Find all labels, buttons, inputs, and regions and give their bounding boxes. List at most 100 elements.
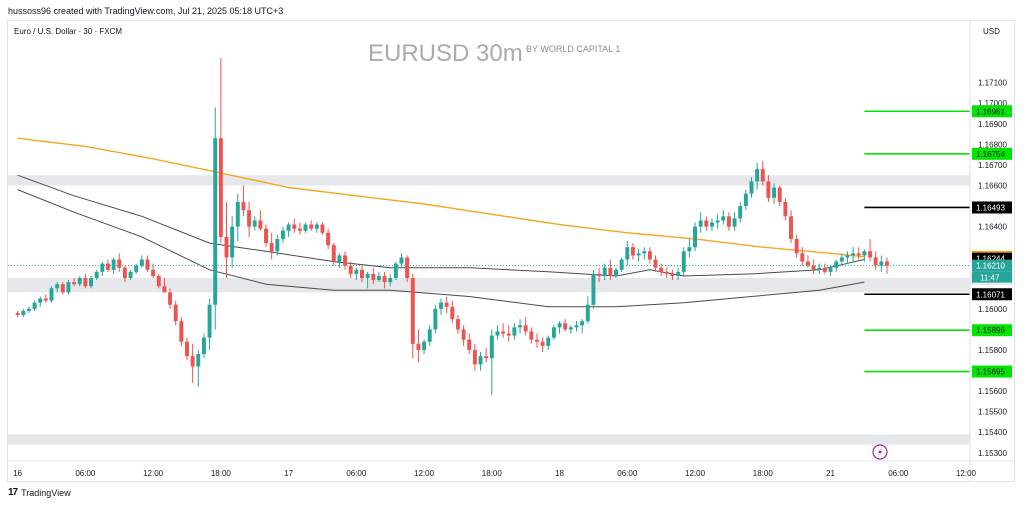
candle-body [337,255,342,262]
price-tick-label: 1.16600 [978,181,1007,190]
tradingview-brand: TradingView [21,487,71,498]
candle-body [484,356,489,359]
candle-body [647,251,652,260]
candle-body [501,331,506,334]
candle-body [247,210,252,227]
candle-body [433,308,438,330]
chart-panel[interactable]: EURUSD 30m BY WORLD CAPITAL 1 Euro / U.S… [7,20,1015,482]
candle-body [472,349,477,365]
candle-body [630,247,635,256]
candle-body [269,243,274,252]
candle-body [489,335,494,359]
candle-body [698,220,703,227]
candle-body [805,261,810,266]
currency-label: USD [983,27,1000,36]
candle-body [230,226,235,258]
candle-body [625,247,630,260]
candle-body [38,298,43,303]
price-tick-label: 1.16400 [978,223,1007,232]
tradingview-logo[interactable]: 17 TradingView [8,487,71,498]
candle-body [72,282,77,285]
candle-body [681,251,686,272]
candle-body [280,230,285,239]
time-tick-label: 06:00 [888,469,909,478]
candle-body [811,265,816,270]
level-badge-0-bg [972,105,1012,118]
candle-body [139,259,144,266]
candle-body [760,169,765,182]
level-badge-4-bg [972,324,1012,337]
candle-body [382,275,387,283]
candle-body [450,306,455,320]
candle-body [416,343,421,350]
level-badge-2-bg [972,201,1012,214]
candle-body [427,329,432,342]
candle-body [766,181,771,198]
candle-body [309,224,314,229]
price-tick-label: 1.16000 [978,305,1007,314]
candle-body [687,247,692,252]
candle-body [145,259,150,270]
candle-body [839,257,844,262]
price-tick-label: 1.15300 [978,449,1007,458]
band-upper-line [17,174,865,277]
candle-body [128,271,133,279]
time-tick-label: 16 [13,469,22,478]
candle-body [320,224,325,233]
candle-body [580,321,585,326]
candle-body [444,302,449,307]
candle-body [884,261,889,266]
candle-body [275,238,280,252]
candle-body [410,278,415,344]
zone-2 [8,434,970,445]
chart-canvas[interactable]: EURUSD 30m BY WORLD CAPITAL 1 Euro / U.S… [8,21,1014,481]
watermark-title: EURUSD 30m [368,40,523,67]
ema-orange-line [17,137,865,258]
time-tick-label: 12:00 [143,469,164,478]
candle-body [77,278,82,285]
horizontal-levels [864,110,970,373]
candle-body [297,228,302,231]
candle-body [218,138,223,237]
time-tick-label: 12:00 [956,469,977,478]
candle-body [506,333,511,336]
candle-body [388,278,393,283]
candle-body [15,312,20,316]
price-tick-label: 1.15500 [978,408,1007,417]
candle-body [151,269,156,276]
watermark: EURUSD 30m BY WORLD CAPITAL 1 [368,40,620,67]
time-tick-label: 18:00 [211,469,232,478]
candle-body [376,275,381,281]
candle-body [822,267,827,272]
countdown-bg [972,271,1012,283]
candle-body [614,269,618,276]
price-tick-label: 1.15800 [978,346,1007,355]
candle-body [608,267,613,276]
price-tick-label: 1.15400 [978,428,1007,437]
candle-body [49,288,54,301]
candle-body [331,245,336,262]
candle-body [845,255,850,258]
candle-body [817,267,822,270]
candle-body [122,267,127,279]
candle-body [43,298,48,301]
candle-body [117,259,122,268]
candle-body [173,304,178,322]
candle-body [563,323,568,330]
time-tick-label: 06:00 [617,469,638,478]
time-axis[interactable]: 16 06:00 12:00 18:00 17 06:00 12:00 18:00 18 06:0… [8,460,1014,478]
candle-body [201,337,206,355]
zone-0 [8,175,970,186]
watermark-subtitle: BY WORLD CAPITAL 1 [526,44,620,54]
candle-body [619,259,624,270]
candle-body [800,253,805,262]
candles-layer [15,58,889,396]
candle-body [286,224,291,231]
level-badge-1: 1.16754 [976,150,1005,159]
time-tick-label: 06:00 [75,469,96,478]
countdown-label: 11:47 [980,274,1000,283]
candle-body [66,282,71,293]
candle-body [834,261,839,268]
lightning-icon[interactable] [872,444,888,460]
candle-body [789,216,793,239]
